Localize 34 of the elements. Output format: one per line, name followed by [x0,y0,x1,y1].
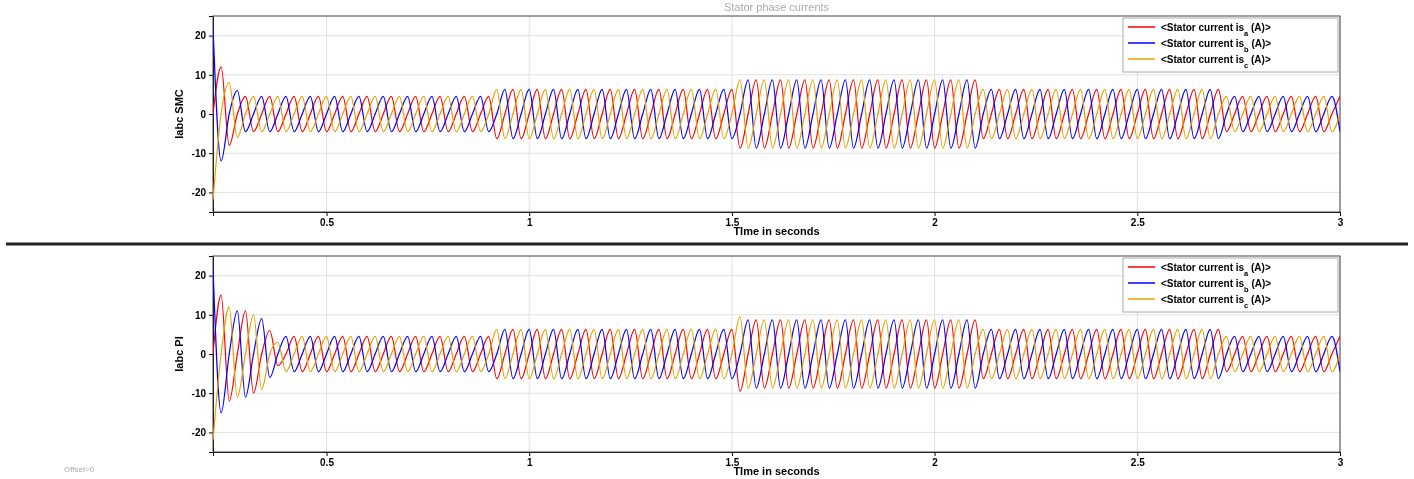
legend-label: <Stator current is$_{a}$ (A)> [1161,262,1271,278]
x-tick-label: 3 [1337,457,1344,469]
line-series [213,79,1340,201]
x-tick-label: 2 [932,217,939,229]
y-tick-label: 20 [194,270,207,282]
y-tick-label: 10 [194,309,207,321]
y-tick-label: -20 [191,427,207,439]
x-tick-label: 1 [526,217,533,229]
x-tick-label: 0.5 [320,457,335,469]
x-tick-label: 0.5 [320,217,335,229]
y-tick-label: 10 [194,69,207,81]
line-series [213,66,1340,149]
x-tick-label: 3 [1337,217,1344,229]
legend-label: <Stator current is$_{c}$ (A)> [1161,294,1271,310]
legend-label: <Stator current is$_{b}$ (A)> [1161,278,1272,294]
line-series [213,294,1340,402]
text: Offset=0 [64,465,95,474]
x-tick-label: 2.5 [1130,217,1146,229]
y-tick-label: -10 [191,387,207,399]
y-axis-title: Iabc PI [173,336,185,372]
x-tick-label: 2 [932,457,939,469]
y-tick-label: -20 [191,187,207,199]
legend-label: <Stator current is$_{b}$ (A)> [1161,38,1272,54]
y-tick-label: 0 [200,108,207,120]
y-tick-label: -10 [191,147,207,159]
line-series [213,306,1340,441]
y-tick-label: 20 [194,30,207,42]
x-tick-label: 2.5 [1130,457,1146,469]
x-tick-label: 1 [526,457,533,469]
y-axis-title: Iabc SMC [173,89,185,139]
chart-title: Stator phase currents [723,1,830,13]
legend-label: <Stator current is$_{a}$ (A)> [1161,22,1271,38]
legend-label: <Stator current is$_{c}$ (A)> [1161,54,1271,70]
y-tick-label: 0 [200,348,207,360]
